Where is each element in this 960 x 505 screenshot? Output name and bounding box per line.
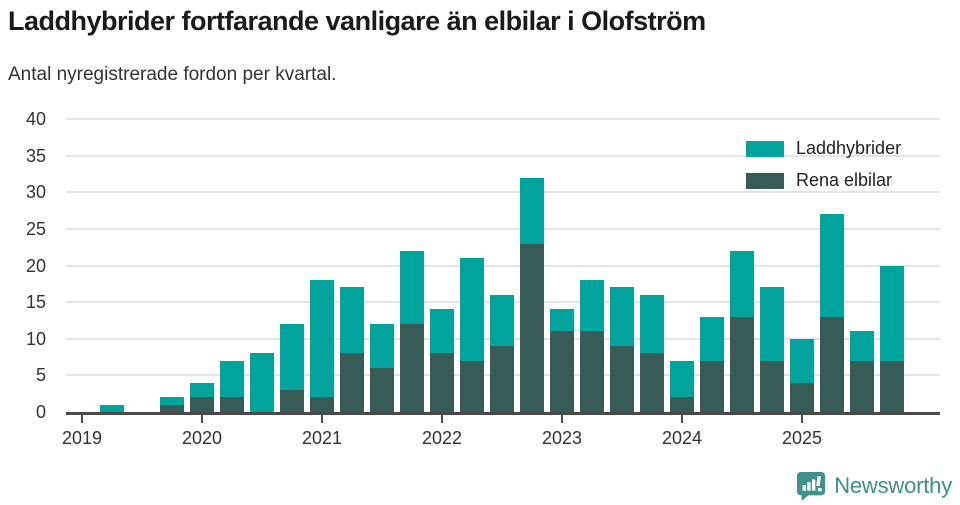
bar-2024-Q1-rena-elbilar [670,397,694,412]
x-axis-tick-2020 [201,415,203,423]
y-axis-tick-label: 40 [25,109,46,129]
legend-item-rena-elbilar: Rena elbilar [746,170,901,191]
bar-2021-Q2-laddhybrider [340,287,364,354]
bar-2022-Q1-laddhybrider [430,309,454,354]
bar-2021-Q4-rena-elbilar [400,324,424,412]
bar-2020-Q2-rena-elbilar [220,397,244,412]
x-axis-line [66,412,940,415]
bar-2024-Q4-laddhybrider [760,287,784,361]
bar-2022-Q4-laddhybrider [520,177,544,244]
x-axis-label-2025: 2025 [781,428,823,448]
bar-2024-Q3-rena-elbilar [730,316,754,412]
x-axis-label-2024: 2024 [661,428,703,448]
bar-2025-Q1-rena-elbilar [790,382,814,412]
bar-2023-Q2-laddhybrider [580,280,604,332]
y-axis-tick-label: 5 [35,365,46,386]
newsworthy-brand: Newsworthy [796,471,952,501]
x-axis-tick-2022 [441,415,443,423]
x-axis-tick-2023 [561,415,563,423]
legend-item-laddhybrider: Laddhybrider [746,138,901,159]
chart-subtitle: Antal nyregistrerade fordon per kvartal. [8,64,337,85]
bar-2023-Q4-rena-elbilar [640,353,664,412]
bar-2024-Q4-rena-elbilar [760,360,784,412]
gridline-y-20 [66,264,940,267]
bar-2025-Q2-rena-elbilar [820,316,844,412]
bar-2021-Q1-rena-elbilar [310,397,334,412]
bar-2024-Q2-rena-elbilar [700,360,724,412]
gridline-y-25 [66,227,940,230]
bar-2019-Q2-laddhybrider [100,404,124,412]
bar-2020-Q4-laddhybrider [280,324,304,391]
x-axis-tick-2021 [321,415,323,423]
legend-label-rena-elbilar: Rena elbilar [796,170,893,190]
bar-2020-Q3-laddhybrider [250,353,274,412]
newsworthy-brand-text: Newsworthy [834,473,952,498]
legend: Laddhybrider Rena elbilar [746,138,901,202]
bar-2021-Q1-laddhybrider [310,280,334,398]
bar-2025-Q2-laddhybrider [820,214,844,317]
x-axis-label-2020: 2020 [181,428,223,448]
y-axis-tick-label: 25 [25,218,46,239]
gridline-y-30 [66,191,940,194]
bar-2022-Q4-rena-elbilar [520,243,544,412]
x-axis-label-2023: 2023 [541,428,583,448]
bar-2020-Q1-laddhybrider [190,382,214,398]
x-axis-tick-2025 [801,415,803,423]
x-axis-label-2022: 2022 [421,428,463,448]
bar-2022-Q3-laddhybrider [490,294,514,347]
bar-2024-Q2-laddhybrider [700,316,724,361]
bar-2021-Q3-rena-elbilar [370,368,394,412]
x-axis-tick-2019 [81,415,83,423]
bar-2025-Q3-rena-elbilar [850,360,874,412]
bar-2020-Q4-rena-elbilar [280,390,304,412]
gridline-y-40 [66,118,940,120]
bar-2022-Q2-rena-elbilar [460,360,484,412]
bar-2023-Q4-laddhybrider [640,294,664,354]
bar-2020-Q1-rena-elbilar [190,397,214,412]
y-axis-tick-label: 15 [25,292,46,313]
gridline-y-35 [66,154,940,157]
legend-swatch-rena-elbilar [746,172,784,189]
bar-2021-Q4-laddhybrider [400,250,424,325]
bar-2025-Q4-rena-elbilar [880,360,904,412]
bar-2019-Q4-rena-elbilar [160,404,184,412]
bar-2023-Q3-rena-elbilar [610,346,634,412]
bar-2023-Q1-rena-elbilar [550,331,574,412]
y-axis-tick-label: 0 [35,402,46,422]
bar-2021-Q3-laddhybrider [370,324,394,369]
y-axis-tick-label: 20 [25,255,46,276]
legend-label-laddhybrider: Laddhybrider [796,138,902,158]
bar-2022-Q1-rena-elbilar [430,353,454,412]
bar-2019-Q4-laddhybrider [160,397,184,405]
x-axis-label-2019: 2019 [61,428,103,448]
bar-2024-Q1-laddhybrider [670,360,694,398]
bar-2022-Q2-laddhybrider [460,258,484,361]
bar-2025-Q3-laddhybrider [850,331,874,361]
bar-2025-Q1-laddhybrider [790,338,814,383]
newsworthy-logo-icon [797,471,826,501]
bar-2025-Q4-laddhybrider [880,265,904,361]
y-axis-tick-label: 35 [25,145,46,166]
x-axis-tick-2024 [681,415,683,423]
y-axis-tick-label: 30 [25,182,46,203]
chart-title: Laddhybrider fortfarande vanligare än el… [8,6,706,36]
bar-2021-Q2-rena-elbilar [340,353,364,412]
bar-2023-Q2-rena-elbilar [580,331,604,412]
x-axis-label-2021: 2021 [301,428,343,448]
bar-2023-Q3-laddhybrider [610,287,634,347]
bar-2024-Q3-laddhybrider [730,250,754,317]
y-axis-tick-label: 10 [25,328,46,349]
bar-2022-Q3-rena-elbilar [490,346,514,412]
bar-2020-Q2-laddhybrider [220,360,244,398]
bar-2023-Q1-laddhybrider [550,309,574,332]
legend-swatch-laddhybrider [746,140,784,157]
